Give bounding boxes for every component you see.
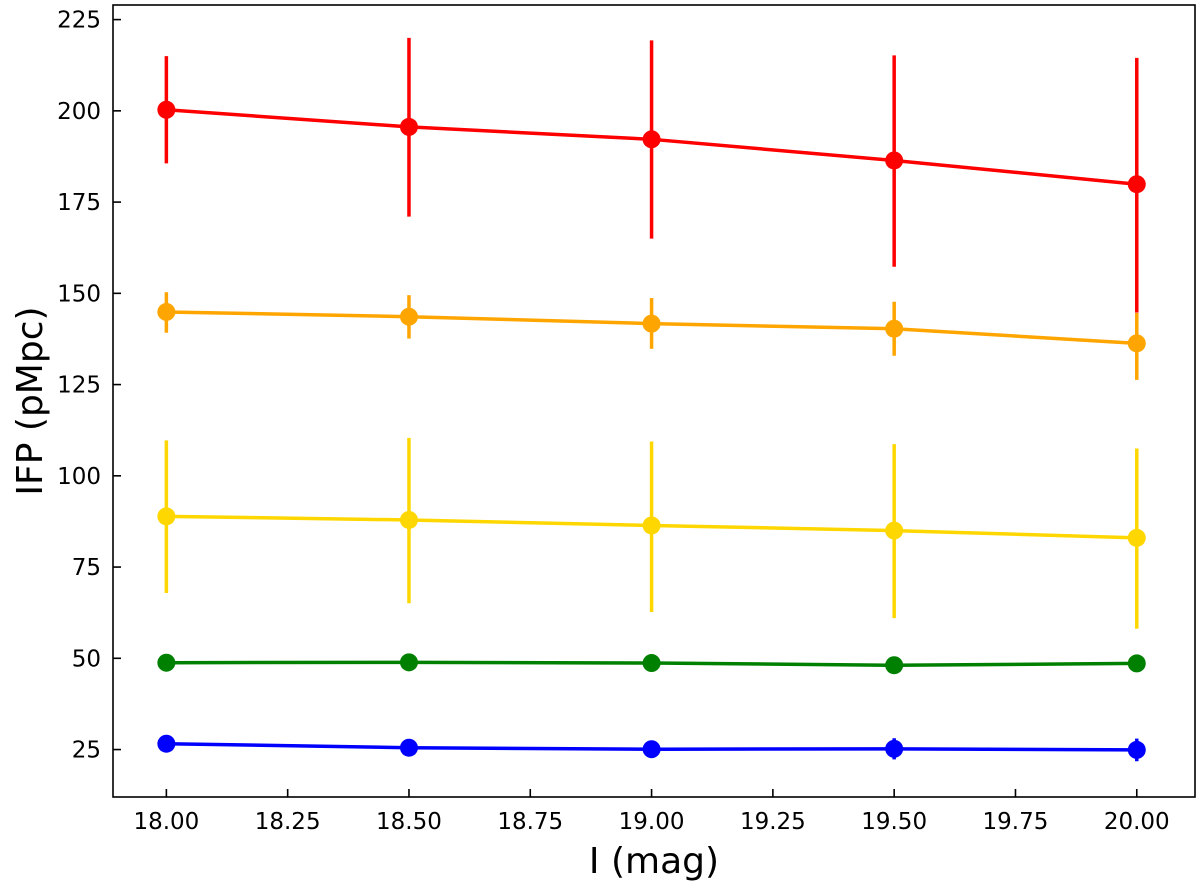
x-tick-label: 18.50 (376, 809, 442, 835)
x-tick-label: 19.50 (861, 809, 927, 835)
data-point (157, 734, 176, 753)
data-point (642, 740, 661, 759)
data-point (399, 738, 418, 757)
axes-layer: 18.00 18.25 18.50 18.75 19.00 19.25 19.50 19.75… (10, 4, 1196, 882)
data-point (885, 521, 904, 540)
y-tick-label: 25 (72, 738, 101, 764)
series-2 (157, 437, 1146, 629)
series-1 (157, 292, 1146, 380)
x-tick-label: 18.25 (255, 809, 321, 835)
data-point (399, 653, 418, 672)
y-axis-ticks: 25 50 75 100 125 150 175 200 225 (57, 8, 121, 764)
plot-frame (112, 4, 1196, 798)
x-tick-label: 18.75 (497, 809, 563, 835)
y-tick-label: 150 (57, 281, 101, 307)
y-tick-label: 200 (57, 99, 101, 125)
data-point (399, 510, 418, 529)
y-tick-label: 100 (57, 464, 101, 490)
series-3 (157, 653, 1146, 675)
y-tick-label: 225 (57, 8, 101, 34)
data-point (157, 302, 176, 321)
data-point (642, 516, 661, 535)
y-axis-label: IFP (pMpc) (10, 306, 51, 495)
y-tick-label: 175 (57, 190, 101, 216)
data-point (885, 151, 904, 170)
x-tick-label: 20.00 (1104, 809, 1170, 835)
x-tick-label: 19.25 (740, 809, 806, 835)
series-0 (157, 37, 1146, 313)
data-point (157, 507, 176, 526)
data-point (885, 656, 904, 675)
data-point (1127, 334, 1146, 353)
x-tick-label: 19.75 (983, 809, 1049, 835)
data-point (885, 319, 904, 338)
data-point (885, 739, 904, 758)
data-point (157, 100, 176, 119)
data-point (642, 130, 661, 149)
y-tick-label: 50 (72, 646, 101, 672)
data-point (399, 117, 418, 136)
x-tick-label: 18.00 (133, 809, 199, 835)
data-point (399, 307, 418, 326)
data-point (1127, 654, 1146, 673)
x-axis-label: I (mag) (589, 841, 719, 882)
series-layer (157, 37, 1146, 762)
series-4 (157, 734, 1146, 762)
data-point (1127, 528, 1146, 547)
y-tick-label: 125 (57, 373, 101, 399)
data-point (642, 654, 661, 673)
y-tick-label: 75 (72, 555, 101, 581)
data-point (1127, 740, 1146, 759)
x-tick-label: 19.00 (619, 809, 685, 835)
data-point (1127, 175, 1146, 194)
data-point (157, 653, 176, 672)
x-axis-ticks: 18.00 18.25 18.50 18.75 19.00 19.25 19.50 19.75… (133, 789, 1170, 835)
data-point (642, 314, 661, 333)
